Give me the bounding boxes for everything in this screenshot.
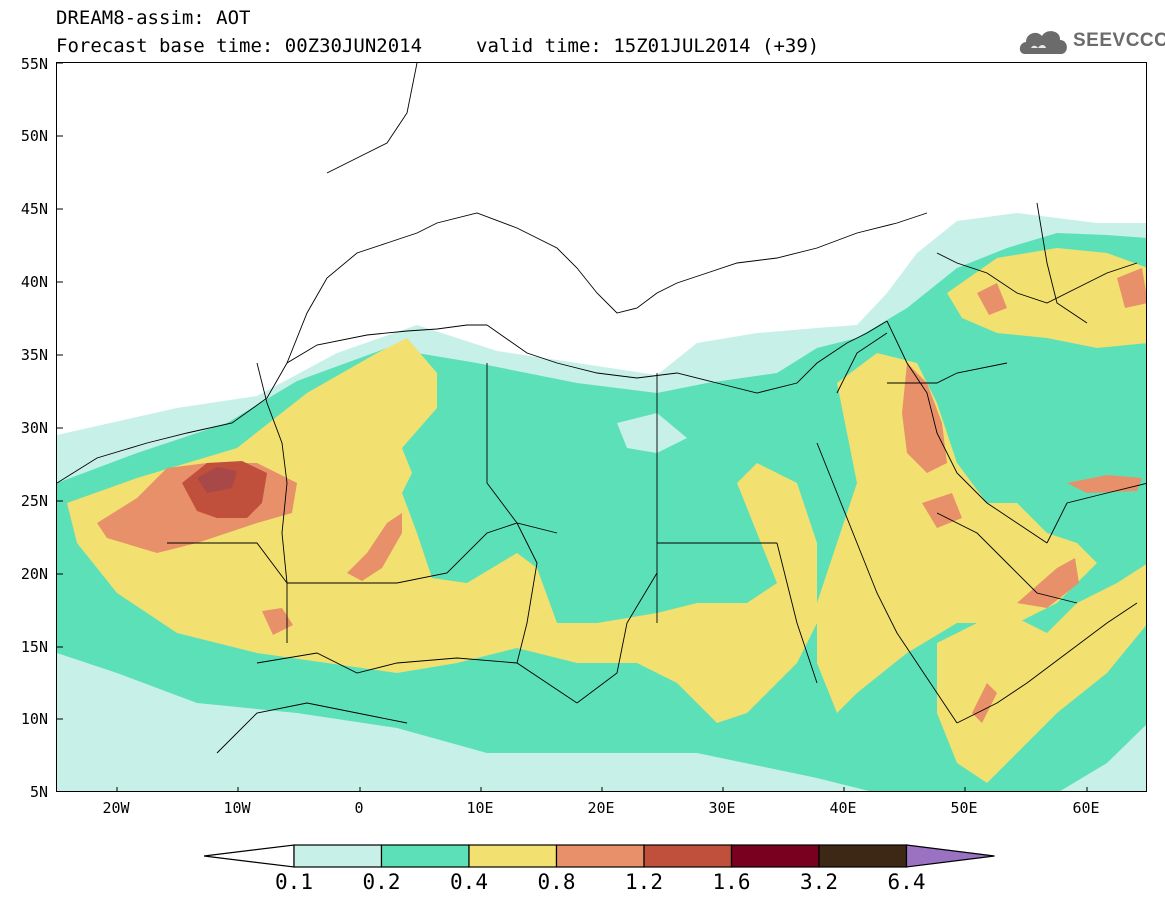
aot-contour-0-8-saudi (922, 493, 962, 528)
coastline-caspian (936, 252, 1138, 304)
aot-contour-0-8-caspian-w (977, 283, 1007, 315)
colorbar-level-label: 0.8 (537, 870, 576, 894)
lat-label-40n: 40N (20, 273, 48, 291)
border-caucasus (1036, 202, 1088, 324)
lon-label-10w: 10W (223, 799, 251, 817)
aot-contour-0-8-mali (262, 608, 293, 635)
border-mauritania (167, 542, 288, 643)
lon-label-30e: 30E (708, 799, 736, 817)
map-title: DREAM8-assim: AOT (56, 7, 251, 29)
coastline-europe (286, 212, 928, 364)
colorbar (204, 844, 995, 868)
colorbar-swatch (730, 844, 820, 868)
border-sudan-east (776, 542, 818, 684)
lat-label-20n: 20N (20, 565, 48, 583)
lat-label-30n: 30N (20, 419, 48, 437)
aot-contour-0-4-horn (937, 564, 1146, 783)
colorbar-level-label: 1.6 (712, 870, 751, 894)
aot-map (57, 63, 1146, 791)
colorbar-swatch (293, 844, 383, 868)
aot-contour-0-8-somalia (972, 683, 997, 723)
border-mali-algeria (287, 522, 558, 584)
colorbar-level-label: 6.4 (887, 870, 926, 894)
aot-patch-libya (617, 413, 687, 453)
aot-contour-0-8-oman (1017, 558, 1079, 608)
valid-time: valid time: 15Z01JUL2014 (+39) (476, 35, 820, 57)
colorbar-swatch (643, 844, 733, 868)
colorbar-level-label: 0.4 (450, 870, 488, 894)
map-frame (56, 62, 1147, 792)
lat-label-25n: 25N (20, 492, 48, 510)
colorbar-level-label: 1.2 (625, 870, 663, 894)
border-levant (836, 332, 888, 394)
coastline-atlantic-europe (326, 63, 418, 174)
aot-contour-0-8-gulf (1067, 475, 1142, 493)
lat-label-45n: 45N (20, 200, 48, 218)
aot-contour-0-4-sahara (67, 338, 817, 723)
lon-label-20w: 20W (102, 799, 130, 817)
aot-contour-1-6-core (197, 467, 237, 493)
lon-label-50e: 50E (950, 799, 978, 817)
border-chad-sudan (576, 572, 658, 704)
colorbar-level-label: 3.2 (800, 870, 838, 894)
lon-label-10e: 10E (466, 799, 494, 817)
colorbar-level-label: 0.1 (275, 870, 313, 894)
lat-label-50n: 50N (20, 127, 48, 145)
clear-area-europe (57, 63, 957, 423)
coastline-arabia-south (956, 602, 1138, 724)
border-saudi-yemen (936, 512, 1078, 604)
map-subtitle: Forecast base time: 00Z30JUN2014 valid ti… (56, 35, 819, 57)
colorbar-swatch (380, 844, 470, 868)
clear-area-eastern-med (687, 273, 817, 338)
border-iraq (887, 362, 1008, 384)
aot-contour-0-4-caspian (947, 248, 1146, 348)
aot-contour-0-8-algeria (347, 513, 402, 581)
forecast-base-time: Forecast base time: 00Z30JUN2014 (56, 35, 423, 57)
lat-label-35n: 35N (20, 346, 48, 364)
border-algeria-libya (486, 363, 518, 524)
coastline-libya-egypt (486, 320, 888, 394)
lon-label-20e: 20E (587, 799, 615, 817)
logo-text: SEEVCCC (1073, 30, 1165, 51)
lat-label-15n: 15N (20, 638, 48, 656)
colorbar-swatch (818, 844, 908, 868)
lon-label-40e: 40E (829, 799, 857, 817)
border-iran (1046, 483, 1146, 544)
border-morocco-algeria (256, 362, 288, 584)
colorbar-swatch (555, 844, 645, 868)
cloud-icon (1019, 31, 1067, 54)
lon-label-0: 0 (354, 799, 364, 817)
colorbar-overflow-arrow (905, 844, 995, 868)
colorbar-level-label: 0.2 (362, 870, 401, 894)
coastline-red-sea-west (816, 442, 958, 724)
seevccc-logo: SEEVCCC (1017, 24, 1165, 58)
aot-contour-0-8-iraq (902, 363, 947, 473)
border-sahel (256, 652, 578, 704)
colorbar-underflow-arrow (204, 844, 295, 868)
lat-label-5n: 5N (29, 783, 48, 801)
border-niger-chad (516, 522, 538, 664)
coastline-red-sea-east (886, 320, 1048, 544)
aot-contour-0-4-arabia (817, 353, 1097, 713)
border-west-africa (216, 702, 408, 754)
lat-label-55n: 55N (20, 55, 48, 73)
colorbar-swatch (468, 844, 558, 868)
aot-contour-0-8-caspian-e (1117, 268, 1146, 308)
lat-label-10n: 10N (20, 710, 48, 728)
lon-label-60e: 60E (1072, 799, 1100, 817)
